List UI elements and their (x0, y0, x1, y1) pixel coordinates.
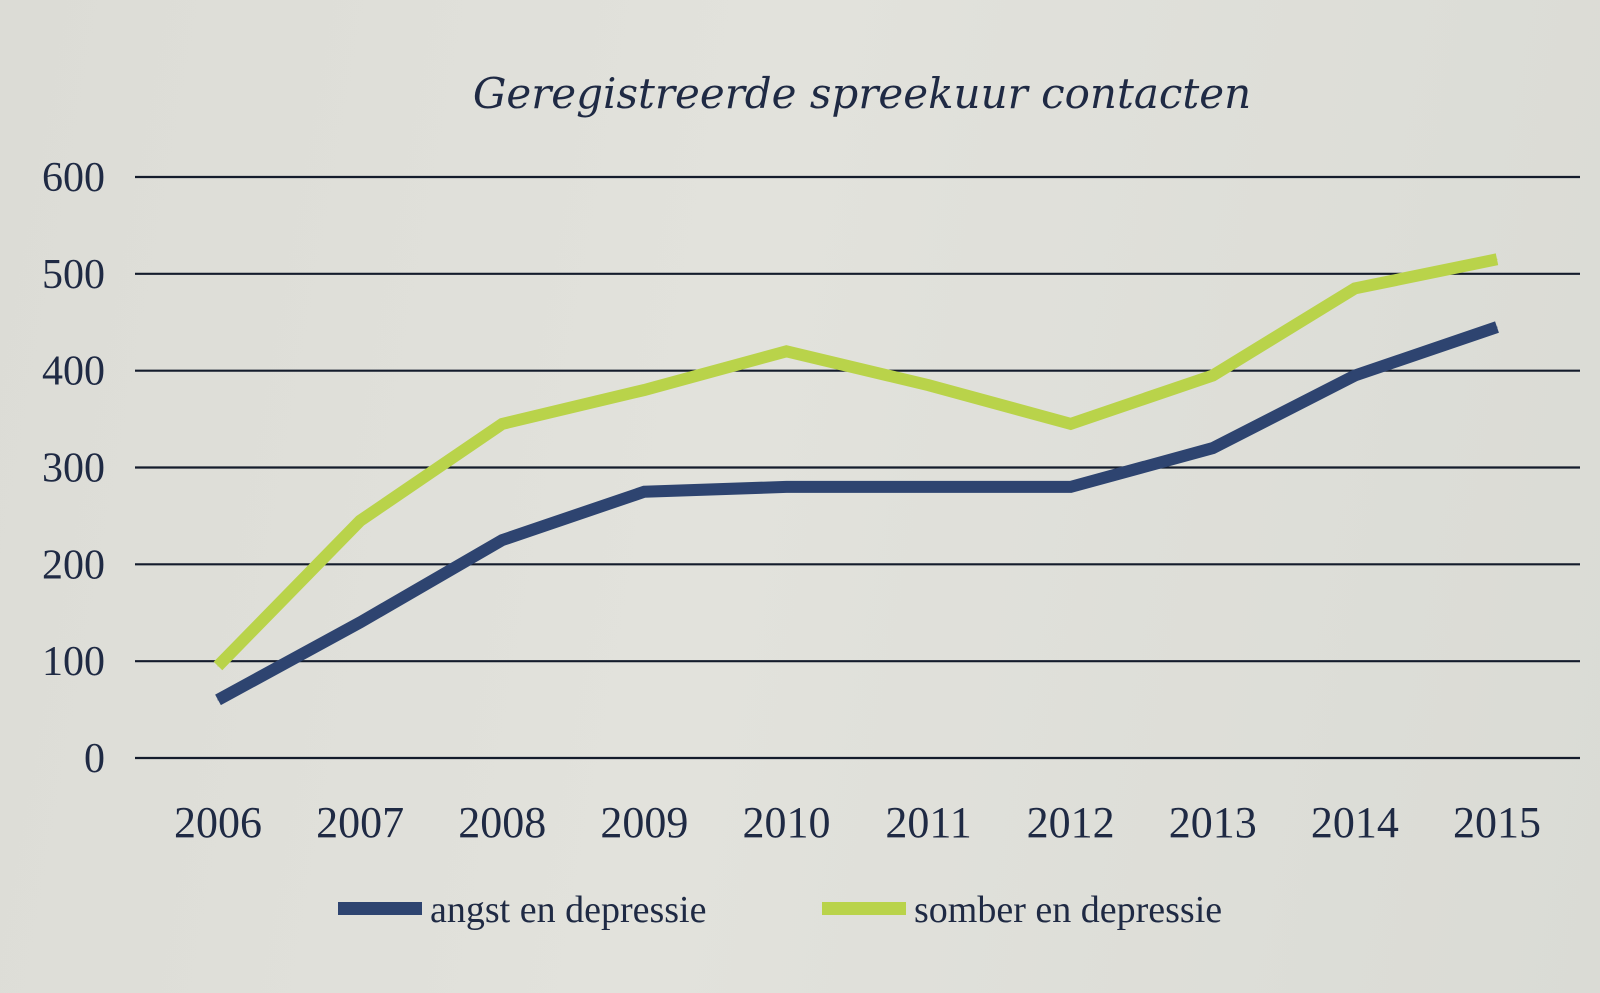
x-tick-label: 2012 (1027, 798, 1115, 847)
y-tick-label: 200 (42, 542, 105, 588)
y-tick-label: 0 (84, 736, 105, 782)
x-tick-label: 2009 (600, 798, 688, 847)
x-tick-label: 2007 (316, 798, 404, 847)
data-point (501, 539, 503, 541)
data-point (1212, 375, 1214, 377)
legend-label: somber en depressie (914, 889, 1222, 931)
data-point (359, 621, 361, 623)
y-axis-ticks: 0 100 200 300 400 500 600 (42, 155, 105, 782)
gridlines (135, 175, 1580, 760)
data-point (1496, 326, 1498, 328)
data-point (1496, 258, 1498, 260)
data-point (785, 486, 787, 488)
x-tick-label: 2010 (742, 798, 830, 847)
legend-swatch (338, 902, 422, 915)
data-point (217, 665, 219, 667)
x-tick-label: 2013 (1169, 798, 1257, 847)
legend-swatch (822, 902, 906, 915)
legend-label: angst en depressie (430, 889, 706, 931)
x-tick-label: 2006 (174, 798, 262, 847)
data-point (1354, 375, 1356, 377)
data-point (643, 491, 645, 493)
x-tick-label: 2014 (1311, 798, 1399, 847)
data-point (359, 520, 361, 522)
data-point (1354, 287, 1356, 289)
data-point (217, 699, 219, 701)
y-tick-label: 600 (42, 155, 105, 201)
data-point (501, 423, 503, 425)
y-tick-label: 500 (42, 252, 105, 298)
chart-title: Geregistreerde spreekuur contacten (473, 69, 1251, 118)
legend: angst en depressie somber en depressie (338, 889, 1222, 931)
data-point (1212, 447, 1214, 449)
data-point (1070, 423, 1072, 425)
series-lines (213, 253, 1499, 706)
series-line-0 (215, 321, 1499, 706)
x-tick-label: 2015 (1453, 798, 1541, 847)
x-axis-ticks: 2006 2007 2008 2009 2010 2011 2012 2013 2014 2015 (174, 798, 1541, 847)
data-point (1070, 486, 1072, 488)
x-tick-label: 2008 (458, 798, 546, 847)
y-tick-label: 400 (42, 349, 105, 395)
data-point (928, 486, 930, 488)
y-tick-label: 100 (42, 639, 105, 685)
data-point (928, 384, 930, 386)
y-tick-label: 300 (42, 446, 105, 492)
series-line-1 (213, 253, 1499, 671)
x-tick-label: 2011 (885, 798, 971, 847)
data-point (643, 389, 645, 391)
data-point (785, 350, 787, 352)
